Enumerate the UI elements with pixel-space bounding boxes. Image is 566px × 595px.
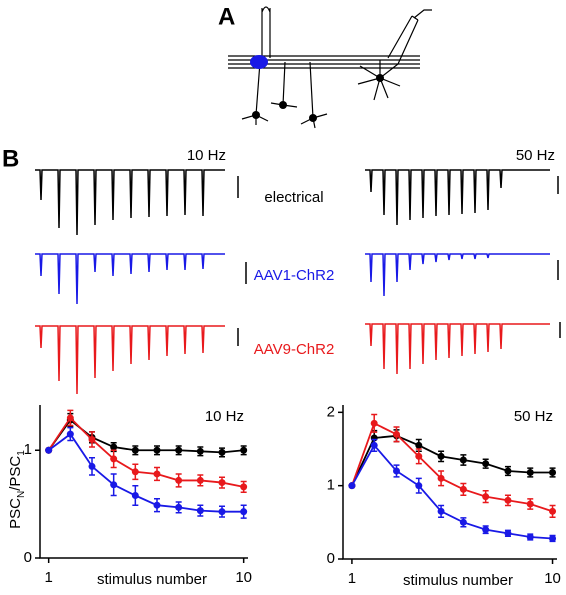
- point: [196, 507, 204, 515]
- point: [45, 446, 53, 454]
- y-tick-label: 0: [327, 550, 335, 567]
- point: [504, 467, 512, 475]
- y-tick-label: 1: [24, 441, 32, 458]
- point: [240, 483, 248, 491]
- point: [415, 482, 423, 490]
- point: [526, 533, 534, 541]
- panel-label: B: [2, 145, 19, 172]
- series-line: [48, 432, 244, 513]
- point: [504, 496, 512, 504]
- point: [110, 443, 118, 451]
- point: [370, 419, 378, 427]
- trace-label: electrical: [264, 189, 323, 206]
- point: [459, 485, 467, 493]
- point: [482, 460, 490, 468]
- rate-label: 50 Hz: [516, 147, 555, 164]
- y-axis-label-part: N: [16, 491, 27, 498]
- point: [549, 507, 557, 515]
- x-axis-label: stimulus number: [97, 571, 207, 588]
- point: [348, 482, 356, 490]
- x-tick-label: 10: [235, 569, 252, 586]
- point: [459, 456, 467, 464]
- point: [153, 501, 161, 509]
- point: [131, 468, 139, 476]
- series-line: [47, 416, 244, 488]
- neuron: [279, 101, 287, 109]
- point: [240, 508, 248, 516]
- x-axis-label: stimulus number: [403, 572, 513, 589]
- point: [370, 441, 378, 449]
- point: [437, 474, 445, 482]
- series-line: [351, 443, 553, 540]
- point: [66, 414, 74, 422]
- point: [482, 526, 490, 534]
- series-line: [351, 422, 553, 513]
- point: [482, 493, 490, 501]
- y-tick-label: 1: [327, 477, 335, 494]
- point: [110, 481, 118, 489]
- point: [88, 435, 96, 443]
- x-tick-label: 1: [348, 570, 356, 587]
- y-axis-label-part: /PSC: [7, 456, 24, 491]
- point: [218, 508, 226, 516]
- point: [504, 529, 512, 537]
- chart-title: 50 Hz: [514, 408, 553, 425]
- chart-title: 10 Hz: [205, 408, 244, 425]
- point: [196, 447, 204, 455]
- neuron: [376, 74, 384, 82]
- point: [240, 446, 248, 454]
- y-tick-label: 2: [327, 403, 335, 420]
- y-axis-label-part: PSC: [7, 498, 24, 529]
- y-tick-label: 0: [24, 549, 32, 566]
- point: [437, 507, 445, 515]
- point: [549, 468, 557, 476]
- series-line: [351, 434, 553, 487]
- neuron: [252, 111, 260, 119]
- point: [131, 492, 139, 500]
- point: [459, 518, 467, 526]
- point: [153, 446, 161, 454]
- point: [415, 441, 423, 449]
- point: [526, 500, 534, 508]
- point: [88, 462, 96, 470]
- rate-label: 10 Hz: [187, 147, 226, 164]
- point: [175, 476, 183, 484]
- point: [153, 470, 161, 478]
- trace-label: AAV9-ChR2: [254, 341, 335, 358]
- point: [218, 479, 226, 487]
- point: [218, 448, 226, 456]
- neuron: [309, 114, 317, 122]
- point: [393, 430, 400, 438]
- traces: [35, 169, 561, 395]
- stimulation-site: [250, 55, 268, 69]
- point: [437, 452, 445, 460]
- point: [175, 446, 183, 454]
- trace-label: AAV1-ChR2: [254, 267, 335, 284]
- point: [526, 468, 534, 476]
- point: [196, 476, 204, 484]
- point: [110, 455, 118, 463]
- panel-label: A: [218, 3, 235, 30]
- point: [549, 534, 557, 542]
- point: [175, 503, 183, 511]
- point: [66, 430, 74, 438]
- y-axis-label: PSCN/PSC1: [7, 450, 27, 529]
- point: [415, 452, 423, 460]
- point: [393, 467, 400, 475]
- x-tick-label: 1: [44, 569, 52, 586]
- x-tick-label: 10: [544, 570, 561, 587]
- point: [131, 446, 139, 454]
- y-axis-label-part: 1: [16, 450, 27, 456]
